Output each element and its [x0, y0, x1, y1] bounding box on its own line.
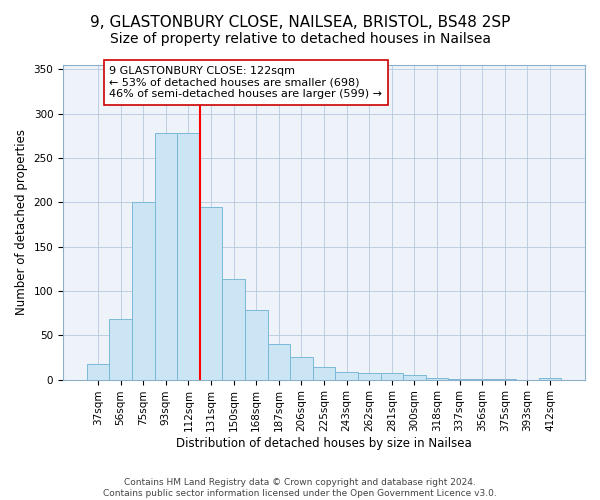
Bar: [177, 133, 200, 380]
Bar: [425, 378, 448, 380]
Text: Size of property relative to detached houses in Nailsea: Size of property relative to detached ho…: [110, 32, 491, 46]
Text: 9, GLASTONBURY CLOSE, NAILSEA, BRISTOL, BS48 2SP: 9, GLASTONBURY CLOSE, NAILSEA, BRISTOL, …: [90, 15, 510, 30]
X-axis label: Distribution of detached houses by size in Nailsea: Distribution of detached houses by size …: [176, 437, 472, 450]
Bar: [200, 207, 223, 380]
Bar: [313, 367, 335, 380]
Bar: [335, 372, 358, 380]
Text: Contains HM Land Registry data © Crown copyright and database right 2024.
Contai: Contains HM Land Registry data © Crown c…: [103, 478, 497, 498]
Bar: [380, 374, 403, 380]
Bar: [245, 310, 268, 380]
Bar: [471, 378, 493, 380]
Bar: [155, 133, 177, 380]
Text: 9 GLASTONBURY CLOSE: 122sqm
← 53% of detached houses are smaller (698)
46% of se: 9 GLASTONBURY CLOSE: 122sqm ← 53% of det…: [109, 66, 382, 99]
Bar: [358, 372, 380, 380]
Bar: [539, 378, 561, 380]
Y-axis label: Number of detached properties: Number of detached properties: [15, 130, 28, 316]
Bar: [290, 358, 313, 380]
Bar: [268, 344, 290, 380]
Bar: [132, 202, 155, 380]
Bar: [493, 378, 516, 380]
Bar: [448, 378, 471, 380]
Bar: [109, 320, 132, 380]
Bar: [223, 280, 245, 380]
Bar: [403, 375, 425, 380]
Bar: [87, 364, 109, 380]
